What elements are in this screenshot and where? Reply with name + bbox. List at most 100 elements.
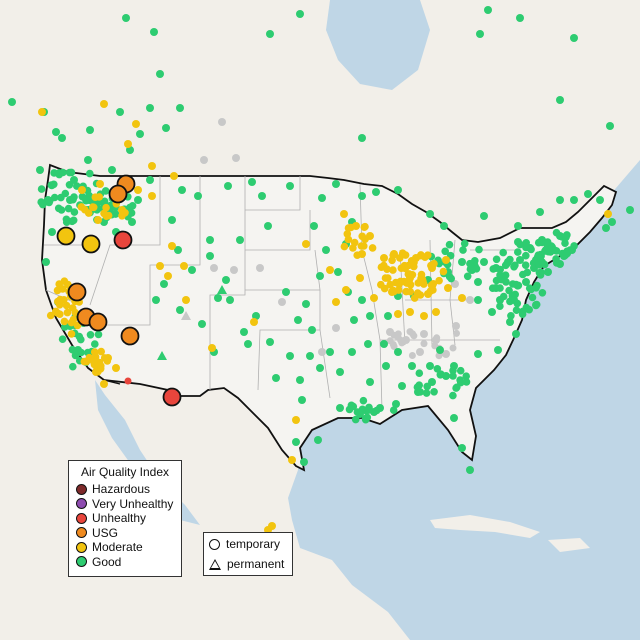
moderate-marker[interactable]	[444, 284, 452, 292]
good-marker[interactable]	[122, 14, 130, 22]
good-marker[interactable]	[50, 169, 58, 177]
moderate-marker[interactable]	[58, 285, 67, 293]
good-marker[interactable]	[316, 364, 324, 372]
good-marker[interactable]	[162, 124, 170, 132]
moderate-marker[interactable]	[97, 362, 105, 370]
good-marker[interactable]	[512, 280, 520, 289]
good-marker[interactable]	[384, 312, 392, 320]
good-marker[interactable]	[608, 218, 616, 226]
good-marker[interactable]	[334, 268, 342, 276]
moderate-marker[interactable]	[164, 272, 172, 280]
good-marker[interactable]	[423, 382, 432, 391]
moderate-marker[interactable]	[53, 309, 62, 317]
good-marker[interactable]	[489, 265, 498, 273]
temporary-monitor-marker[interactable]	[88, 312, 108, 332]
good-marker[interactable]	[94, 330, 103, 339]
good-marker[interactable]	[37, 198, 45, 206]
good-marker[interactable]	[525, 305, 533, 314]
good-marker[interactable]	[466, 466, 474, 474]
good-marker[interactable]	[449, 366, 457, 375]
no-data-marker[interactable]	[278, 298, 286, 306]
moderate-marker[interactable]	[394, 286, 403, 294]
moderate-marker[interactable]	[63, 308, 72, 317]
no-data-marker[interactable]	[442, 350, 450, 358]
good-marker[interactable]	[86, 169, 94, 178]
good-marker[interactable]	[453, 383, 461, 392]
good-marker[interactable]	[82, 196, 90, 205]
good-marker[interactable]	[69, 216, 78, 225]
moderate-marker[interactable]	[439, 267, 448, 276]
good-marker[interactable]	[71, 351, 80, 360]
moderate-marker[interactable]	[96, 180, 104, 188]
good-marker[interactable]	[296, 376, 304, 384]
good-marker[interactable]	[292, 438, 300, 446]
moderate-marker[interactable]	[604, 210, 612, 218]
good-marker[interactable]	[358, 134, 366, 142]
good-marker[interactable]	[108, 166, 116, 174]
moderate-marker[interactable]	[118, 212, 126, 220]
moderate-marker[interactable]	[91, 193, 100, 201]
good-marker[interactable]	[415, 369, 424, 378]
moderate-marker[interactable]	[389, 266, 397, 274]
moderate-marker[interactable]	[100, 100, 108, 108]
moderate-marker[interactable]	[410, 294, 419, 302]
moderate-marker[interactable]	[340, 242, 349, 251]
good-marker[interactable]	[430, 388, 438, 396]
good-marker[interactable]	[480, 212, 488, 220]
good-marker[interactable]	[537, 252, 545, 260]
good-marker[interactable]	[445, 272, 454, 281]
good-marker[interactable]	[474, 350, 482, 358]
moderate-marker[interactable]	[68, 304, 77, 312]
good-marker[interactable]	[462, 378, 471, 386]
good-marker[interactable]	[501, 271, 510, 280]
good-marker[interactable]	[160, 280, 168, 288]
no-data-marker[interactable]	[466, 296, 474, 304]
good-marker[interactable]	[458, 444, 466, 452]
good-marker[interactable]	[52, 128, 60, 136]
moderate-marker[interactable]	[288, 456, 296, 464]
moderate-marker[interactable]	[342, 286, 350, 294]
no-data-marker[interactable]	[420, 340, 428, 348]
good-marker[interactable]	[548, 243, 556, 251]
good-marker[interactable]	[65, 168, 74, 177]
good-marker[interactable]	[433, 365, 442, 373]
good-marker[interactable]	[534, 238, 543, 247]
good-marker[interactable]	[382, 362, 390, 370]
good-marker[interactable]	[244, 340, 252, 348]
temporary-monitor-marker[interactable]	[108, 184, 128, 204]
good-marker[interactable]	[544, 268, 552, 276]
good-marker[interactable]	[348, 348, 356, 356]
good-marker[interactable]	[240, 328, 248, 336]
good-marker[interactable]	[298, 396, 306, 404]
moderate-marker[interactable]	[368, 244, 377, 252]
permanent-monitor-marker[interactable]	[181, 311, 191, 320]
good-marker[interactable]	[77, 335, 85, 344]
temporary-monitor-marker[interactable]	[56, 226, 76, 246]
good-marker[interactable]	[507, 312, 515, 320]
good-marker[interactable]	[68, 345, 77, 354]
no-data-marker[interactable]	[420, 330, 428, 338]
good-marker[interactable]	[570, 242, 578, 250]
no-data-marker[interactable]	[453, 329, 460, 337]
good-marker[interactable]	[316, 272, 324, 280]
good-marker[interactable]	[602, 224, 610, 232]
good-marker[interactable]	[511, 261, 519, 270]
good-marker[interactable]	[91, 340, 99, 348]
moderate-marker[interactable]	[60, 277, 69, 286]
good-marker[interactable]	[389, 406, 398, 415]
good-marker[interactable]	[570, 196, 578, 204]
moderate-marker[interactable]	[250, 318, 258, 326]
good-marker[interactable]	[537, 268, 545, 277]
good-marker[interactable]	[519, 307, 527, 316]
good-marker[interactable]	[514, 248, 522, 256]
good-marker[interactable]	[58, 335, 67, 344]
good-marker[interactable]	[364, 406, 373, 414]
moderate-marker[interactable]	[358, 232, 367, 241]
good-marker[interactable]	[358, 296, 366, 304]
moderate-marker[interactable]	[134, 186, 142, 194]
good-marker[interactable]	[562, 233, 570, 242]
good-marker[interactable]	[69, 362, 77, 371]
no-data-marker[interactable]	[218, 118, 226, 126]
moderate-marker[interactable]	[80, 357, 89, 366]
moderate-marker[interactable]	[168, 242, 176, 250]
